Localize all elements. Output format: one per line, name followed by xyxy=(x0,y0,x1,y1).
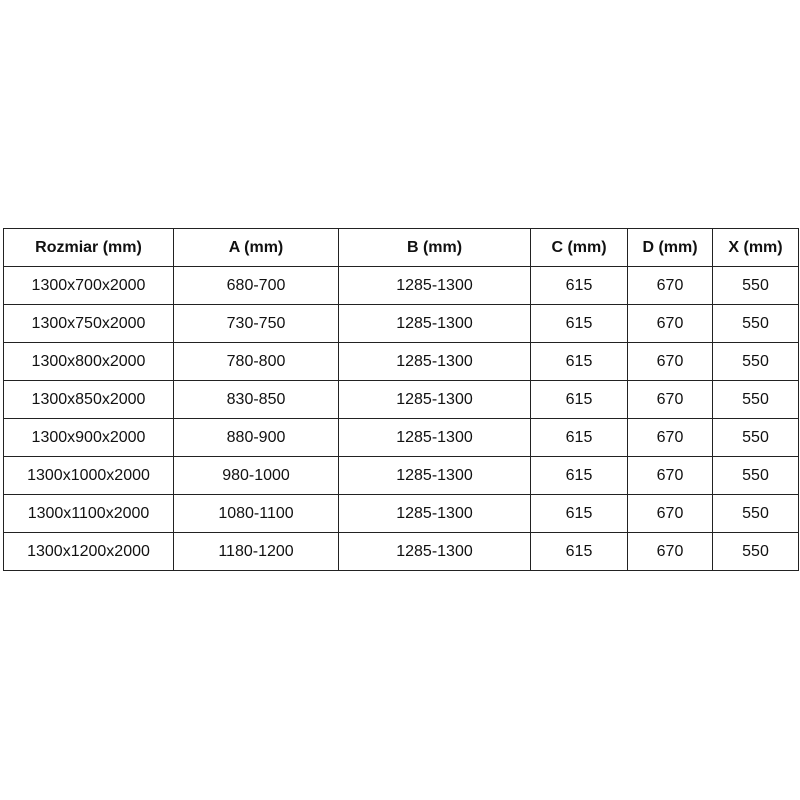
header-row: Rozmiar (mm) A (mm) B (mm) C (mm) D (mm) X (m… xyxy=(3,228,799,267)
table-cell: 615 xyxy=(530,532,628,571)
table-cell: 550 xyxy=(712,266,799,305)
table-cell: 1300x1200x2000 xyxy=(3,532,174,571)
table-cell: 1285-1300 xyxy=(338,418,531,457)
table-cell: 730-750 xyxy=(173,304,339,343)
column-header: A (mm) xyxy=(173,228,339,267)
table-cell: 1285-1300 xyxy=(338,380,531,419)
table-cell: 615 xyxy=(530,418,628,457)
table-cell: 1080-1100 xyxy=(173,494,339,533)
table-cell: 1300x1000x2000 xyxy=(3,456,174,495)
table-cell: 670 xyxy=(627,532,713,571)
table-cell: 615 xyxy=(530,380,628,419)
table-cell: 550 xyxy=(712,380,799,419)
table-cell: 1300x850x2000 xyxy=(3,380,174,419)
table-cell: 550 xyxy=(712,532,799,571)
table-cell: 1180-1200 xyxy=(173,532,339,571)
dimensions-table: Rozmiar (mm) A (mm) B (mm) C (mm) D (mm) X (m… xyxy=(3,228,799,571)
column-header: Rozmiar (mm) xyxy=(3,228,174,267)
column-header: B (mm) xyxy=(338,228,531,267)
table-cell: 670 xyxy=(627,380,713,419)
table-row: 1300x1000x2000 980-1000 1285-1300 615 670 550 xyxy=(3,456,799,495)
table-cell: 1285-1300 xyxy=(338,304,531,343)
table-row: 1300x850x2000 830-850 1285-1300 615 670 550 xyxy=(3,380,799,419)
table-cell: 780-800 xyxy=(173,342,339,381)
table-cell: 1300x800x2000 xyxy=(3,342,174,381)
table-cell: 830-850 xyxy=(173,380,339,419)
table-cell: 1285-1300 xyxy=(338,456,531,495)
table-cell: 1300x700x2000 xyxy=(3,266,174,305)
table-cell: 1300x750x2000 xyxy=(3,304,174,343)
table-cell: 1285-1300 xyxy=(338,494,531,533)
table-cell: 670 xyxy=(627,342,713,381)
table-cell: 550 xyxy=(712,494,799,533)
table-cell: 550 xyxy=(712,456,799,495)
table-cell: 550 xyxy=(712,304,799,343)
table-cell: 1300x900x2000 xyxy=(3,418,174,457)
table-cell: 670 xyxy=(627,418,713,457)
table-cell: 670 xyxy=(627,494,713,533)
table-cell: 615 xyxy=(530,342,628,381)
table-row: 1300x900x2000 880-900 1285-1300 615 670 550 xyxy=(3,418,799,457)
table-cell: 615 xyxy=(530,266,628,305)
table-cell: 615 xyxy=(530,494,628,533)
table-cell: 615 xyxy=(530,456,628,495)
table-cell: 550 xyxy=(712,342,799,381)
table-cell: 550 xyxy=(712,418,799,457)
table-cell: 615 xyxy=(530,304,628,343)
table-cell: 980-1000 xyxy=(173,456,339,495)
table-cell: 1300x1100x2000 xyxy=(3,494,174,533)
column-header: C (mm) xyxy=(530,228,628,267)
table-row: 1300x1100x2000 1080-1100 1285-1300 615 670 55… xyxy=(3,494,799,533)
table-cell: 1285-1300 xyxy=(338,342,531,381)
table-cell: 670 xyxy=(627,304,713,343)
table-row: 1300x750x2000 730-750 1285-1300 615 670 550 xyxy=(3,304,799,343)
table-row: 1300x700x2000 680-700 1285-1300 615 670 550 xyxy=(3,266,799,305)
table-cell: 670 xyxy=(627,266,713,305)
table-cell: 880-900 xyxy=(173,418,339,457)
table-row: 1300x800x2000 780-800 1285-1300 615 670 550 xyxy=(3,342,799,381)
table-cell: 680-700 xyxy=(173,266,339,305)
table-cell: 670 xyxy=(627,456,713,495)
column-header: X (mm) xyxy=(712,228,799,267)
column-header: D (mm) xyxy=(627,228,713,267)
table-cell: 1285-1300 xyxy=(338,532,531,571)
table-cell: 1285-1300 xyxy=(338,266,531,305)
table-row: 1300x1200x2000 1180-1200 1285-1300 615 670 55… xyxy=(3,532,799,571)
